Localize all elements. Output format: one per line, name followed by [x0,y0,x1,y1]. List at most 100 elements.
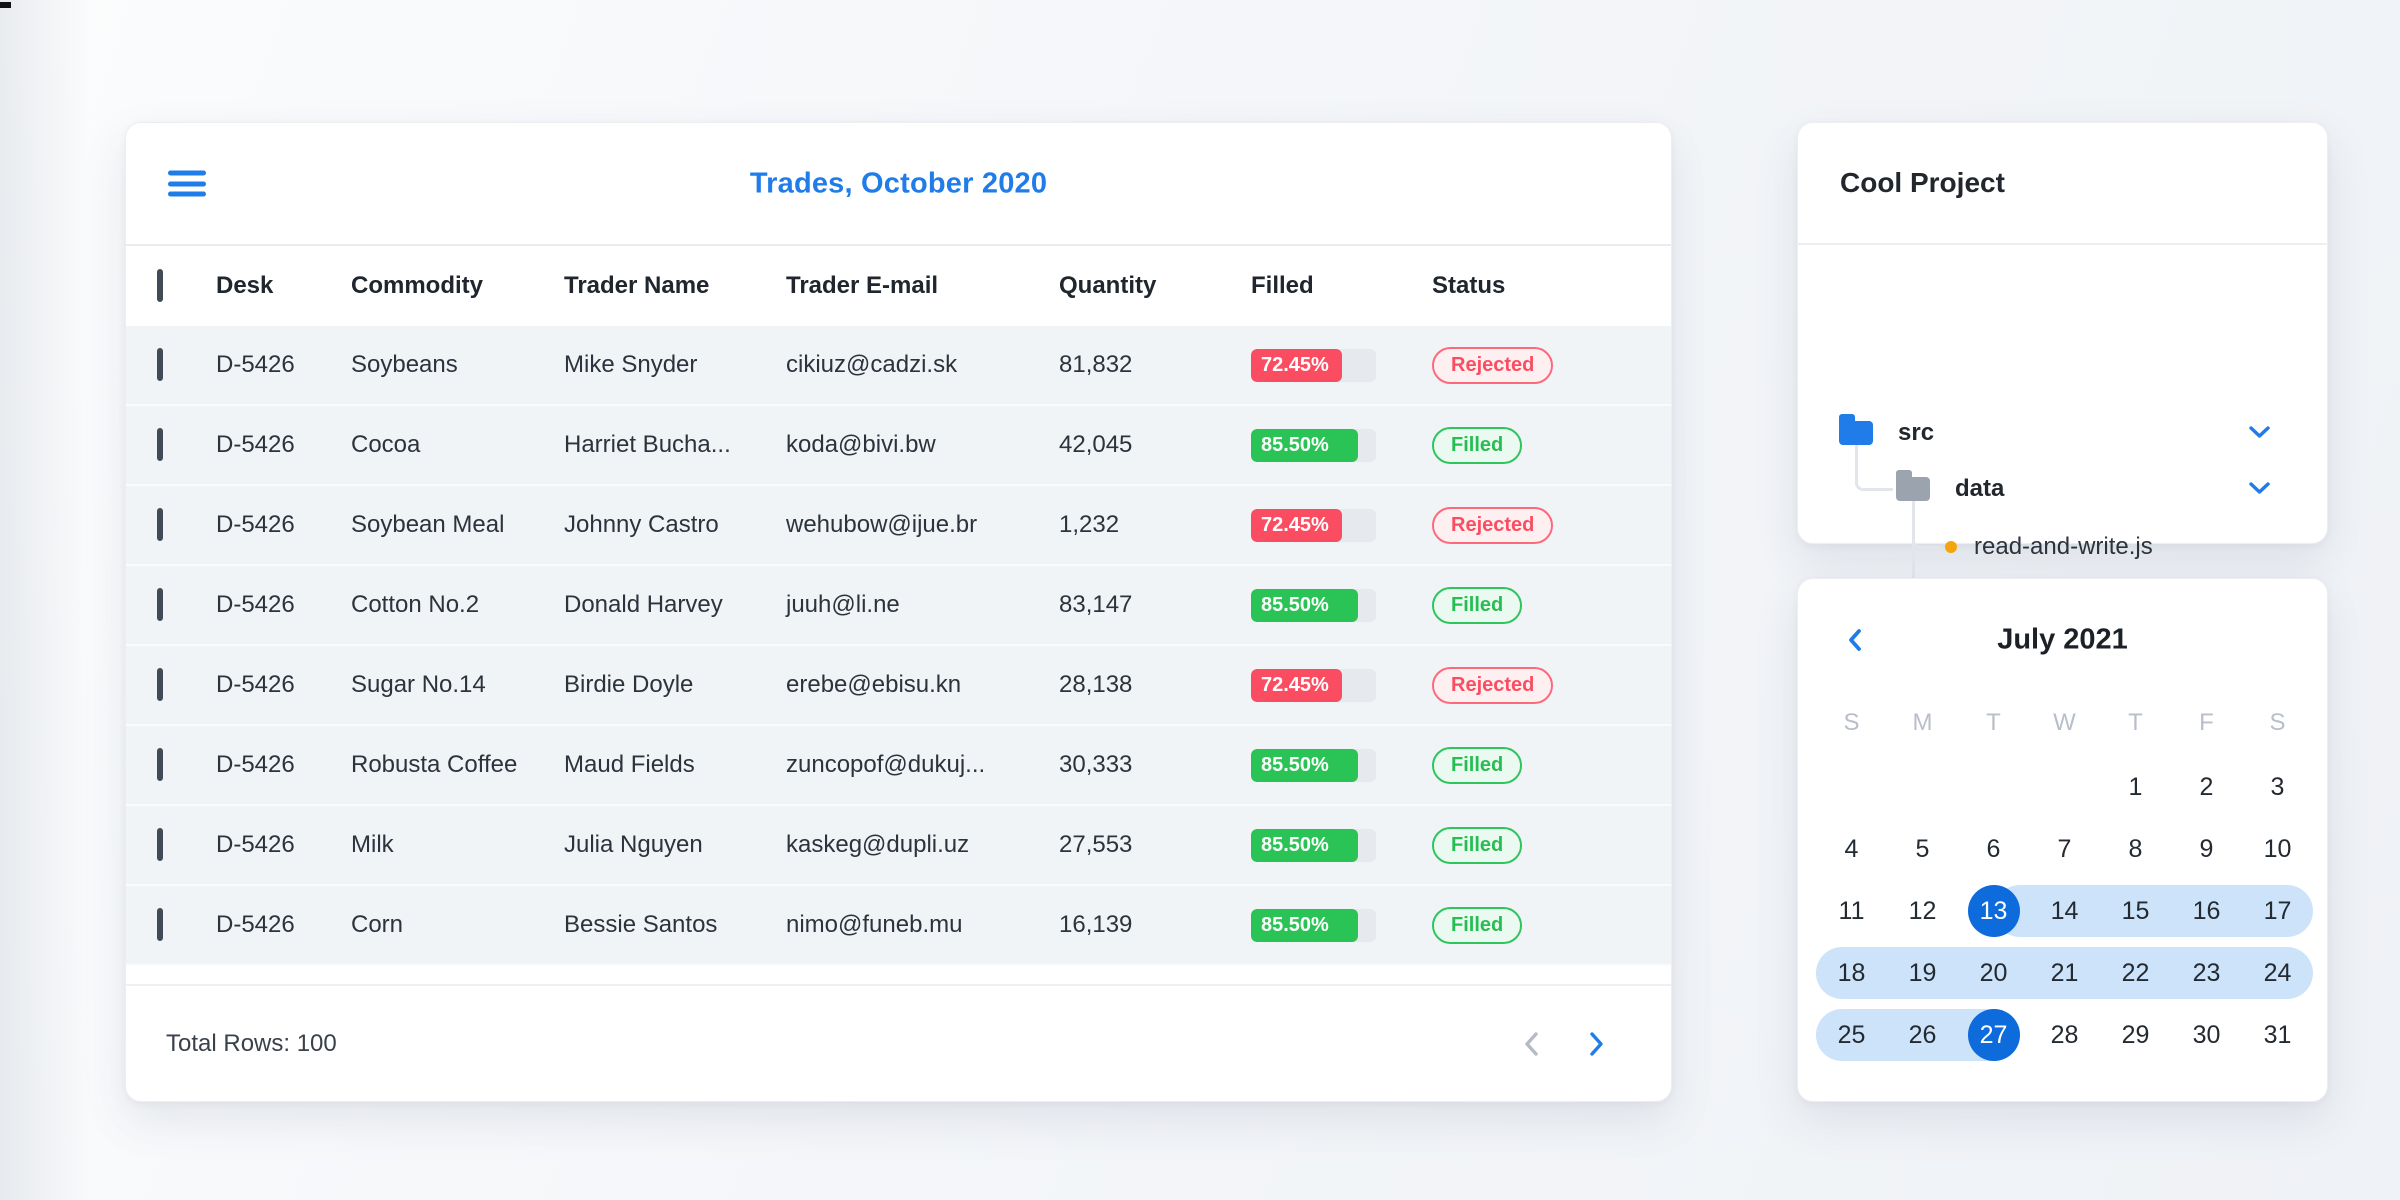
commodity-cell: Sugar No.14 [351,671,486,698]
day-number: 16 [2192,896,2221,925]
calendar-day[interactable]: 28 [2029,1009,2100,1061]
previous-page-button[interactable] [1519,1027,1543,1061]
row-checkbox[interactable] [157,908,163,941]
progress-fill: 72.45% [1251,508,1342,542]
collapse-data-button[interactable] [2248,481,2271,496]
day-number: 19 [1908,958,1937,987]
calendar-day[interactable]: 27 [1958,1009,2029,1061]
next-page-button[interactable] [1585,1027,1609,1061]
row-checkbox[interactable] [157,508,163,541]
calendar-day[interactable]: 9 [2171,823,2242,875]
chevron-down-icon [2249,482,2270,494]
calendar-day[interactable]: 24 [2242,947,2313,999]
calendar-day[interactable]: 22 [2100,947,2171,999]
calendar-day[interactable]: 11 [1816,885,1887,937]
day-number: 21 [2050,958,2079,987]
day-number: 31 [2263,1020,2292,1049]
calendar-day[interactable]: 29 [2100,1009,2171,1061]
selected-day-circle [1967,1009,2020,1061]
table-row: D-5426 Soybeans Mike Snyder cikiuz@cadzi.sk… [126,326,1671,406]
commodity-cell: Soybean Meal [351,511,505,538]
calendar-day[interactable]: 15 [2100,885,2171,937]
hamburger-menu-button[interactable] [168,165,206,202]
desk-cell: D-5426 [216,591,295,618]
project-card: Cool Project src data read-and-write.js … [1797,122,2328,617]
filled-cell: 85.50% [1251,828,1432,862]
calendar-week-row: 1 2 3 [1798,761,2327,813]
calendar-day[interactable]: 3 [2242,761,2313,813]
calendar-day[interactable]: 14 [2029,885,2100,937]
trader-email-cell: nimo@funeb.mu [786,911,963,938]
project-card-header: Cool Project [1798,123,2327,245]
calendar-day[interactable]: 18 [1816,947,1887,999]
day-number: 8 [2128,834,2143,863]
calendar-day[interactable]: 10 [2242,823,2313,875]
day-number: 22 [2121,958,2150,987]
commodity-cell: Cotton No.2 [351,591,480,618]
folder-icon [1839,414,1873,445]
status-cell: Filled [1432,586,1671,624]
calendar-day-empty [2029,761,2100,813]
column-header-filled: Filled [1251,272,1314,299]
progress-bar: 72.45% [1251,508,1376,542]
tree-folder-src[interactable]: src [1839,411,1934,455]
commodity-cell: Corn [351,911,404,938]
calendar-header: July 2021 [1798,579,2327,701]
row-checkbox-cell [157,348,216,381]
column-header-quantity: Quantity [1059,272,1157,299]
calendar-day-empty [1816,761,1887,813]
calendar-day[interactable]: 6 [1958,823,2029,875]
day-number: 27 [1979,1020,2008,1049]
calendar-day[interactable]: 2 [2171,761,2242,813]
status-cell: Filled [1432,906,1671,944]
status-badge: Rejected [1432,346,1554,384]
collapse-src-button[interactable] [2248,425,2271,440]
day-number: 23 [2192,958,2221,987]
calendar-day[interactable]: 31 [2242,1009,2313,1061]
calendar-day[interactable]: 5 [1887,823,1958,875]
calendar-day[interactable]: 19 [1887,947,1958,999]
calendar-day[interactable]: 8 [2100,823,2171,875]
day-number: 17 [2263,896,2292,925]
calendar-day[interactable]: 25 [1816,1009,1887,1061]
day-number: 10 [2263,834,2292,863]
previous-month-button[interactable] [1842,623,1867,657]
calendar-day[interactable]: 4 [1816,823,1887,875]
row-checkbox[interactable] [157,828,163,861]
tree-folder-data[interactable]: data [1896,467,2004,511]
row-checkbox-cell [157,668,216,701]
calendar-day[interactable]: 7 [2029,823,2100,875]
calendar-day[interactable]: 17 [2242,885,2313,937]
select-all-checkbox[interactable] [157,269,163,302]
row-checkbox[interactable] [157,588,163,621]
calendar-day[interactable]: 26 [1887,1009,1958,1061]
chevron-right-icon [1590,1031,1603,1056]
hamburger-bar [168,170,206,176]
calendar-day[interactable]: 23 [2171,947,2242,999]
table-card-header: Trades, October 2020 [126,123,1671,246]
row-checkbox[interactable] [157,348,163,381]
tree-file-read-and-write[interactable]: read-and-write.js [1945,525,2153,569]
table-row: D-5426 Corn Bessie Santos nimo@funeb.mu 16,1… [126,886,1671,966]
weekday-label: T [2128,709,2143,736]
quantity-cell: 28,138 [1059,671,1133,698]
calendar-day[interactable]: 30 [2171,1009,2242,1061]
calendar-day[interactable]: 1 [2100,761,2171,813]
calendar-day[interactable]: 13 [1958,885,2029,937]
trader-name-cell: Julia Nguyen [564,831,703,858]
desk-cell: D-5426 [216,351,295,378]
row-checkbox[interactable] [157,668,163,701]
calendar-day[interactable]: 20 [1958,947,2029,999]
calendar-day[interactable]: 21 [2029,947,2100,999]
status-badge: Rejected [1432,506,1554,544]
column-header-trader-email: Trader E-mail [786,272,939,299]
row-checkbox[interactable] [157,748,163,781]
table-row: D-5426 Soybean Meal Johnny Castro wehubow@i… [126,486,1671,566]
folder-name: src [1898,419,1935,446]
trader-name-cell: Johnny Castro [564,511,719,538]
calendar-day[interactable]: 16 [2171,885,2242,937]
quantity-cell: 27,553 [1059,831,1133,858]
row-checkbox[interactable] [157,428,163,461]
calendar-day[interactable]: 12 [1887,885,1958,937]
day-number: 6 [1986,834,2001,863]
